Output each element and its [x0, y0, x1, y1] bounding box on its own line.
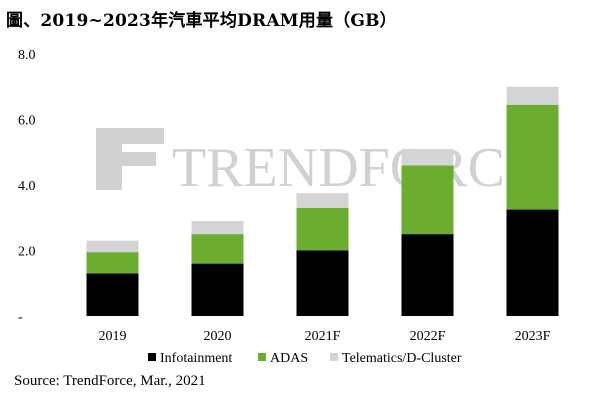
source-note: Source: TrendForce, Mar., 2021	[14, 373, 206, 389]
bar-infotainment-2019	[86, 273, 139, 316]
bar-adas-2019	[86, 252, 139, 274]
trendforce-watermark: TRENDFORCE	[96, 128, 539, 199]
y-tick-label: 4.0	[18, 179, 36, 194]
y-tick-label: 8.0	[18, 48, 36, 63]
y-axis: - 2.0 4.0 6.0 8.0	[18, 48, 36, 325]
bar-telematics-d-cluster-2022f	[401, 148, 454, 166]
bar-infotainment-2022f	[401, 234, 454, 316]
watermark-logo-left	[96, 128, 122, 190]
y-tick-label: -	[18, 310, 23, 325]
bar-telematics-d-cluster-2020	[191, 221, 244, 235]
legend-label: Telematics/D-Cluster	[342, 351, 462, 366]
x-tick-label: 2021F	[305, 329, 341, 344]
x-tick-label: 2020	[204, 329, 232, 344]
bars	[86, 86, 559, 316]
y-tick-label: 2.0	[18, 245, 36, 260]
legend-swatch	[148, 353, 156, 361]
legend-swatch	[258, 353, 266, 361]
chart-title: 圖、2019~2023年汽車平均DRAM用量（GB）	[6, 11, 397, 31]
watermark-logo-top	[122, 128, 164, 144]
bar-infotainment-2023f	[506, 209, 559, 316]
bar-adas-2023f	[506, 104, 559, 210]
legend-label: Infotainment	[160, 351, 232, 366]
bar-telematics-d-cluster-2023f	[506, 86, 559, 105]
x-tick-label: 2022F	[410, 329, 446, 344]
watermark-text: TRENDFORCE	[172, 137, 539, 199]
legend: Infotainment ADAS Telematics/D-Cluster	[148, 351, 462, 366]
bar-adas-2022f	[401, 165, 454, 235]
y-tick-label: 6.0	[18, 114, 36, 129]
bar-infotainment-2020	[191, 263, 244, 316]
legend-swatch	[330, 353, 338, 361]
bar-telematics-d-cluster-2021f	[296, 193, 349, 208]
bar-telematics-d-cluster-2019	[86, 240, 139, 253]
x-tick-label: 2019	[99, 329, 127, 344]
watermark-logo-mid	[122, 152, 156, 166]
bar-infotainment-2021f	[296, 250, 349, 316]
legend-label: ADAS	[270, 351, 308, 366]
x-tick-label: 2023F	[515, 329, 551, 344]
x-axis-labels: 2019 2020 2021F 2022F 2023F	[99, 329, 551, 344]
bar-adas-2021f	[296, 207, 349, 251]
bar-adas-2020	[191, 234, 244, 264]
